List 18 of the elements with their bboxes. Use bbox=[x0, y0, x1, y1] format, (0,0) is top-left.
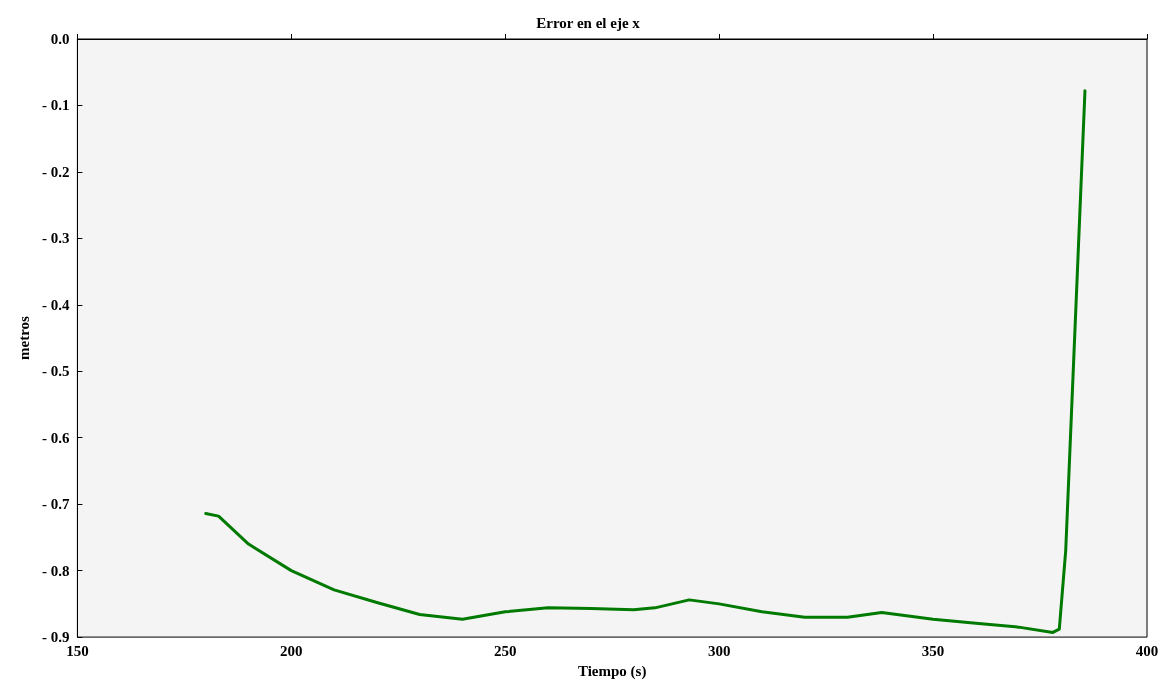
x-tick-label: 300 bbox=[707, 642, 731, 659]
x-axis-title: Tiempo (s) bbox=[577, 662, 647, 680]
y-tick-label: - 0.3 bbox=[41, 230, 70, 247]
chart-title: Error en el eje x bbox=[536, 14, 641, 31]
y-tick-label: - 0.1 bbox=[41, 97, 70, 114]
y-tick-label: - 0.2 bbox=[41, 163, 70, 180]
x-tick-label: 250 bbox=[493, 642, 517, 659]
y-tick-label: - 0.4 bbox=[41, 296, 70, 313]
x-tick-label: 400 bbox=[1135, 642, 1159, 659]
y-tick-label: - 0.8 bbox=[41, 562, 70, 579]
line-series bbox=[204, 89, 1087, 634]
x-tick-label: 200 bbox=[280, 642, 303, 659]
y-tick-label: 0.0 bbox=[50, 31, 70, 47]
x-tick-label: 350 bbox=[921, 642, 945, 659]
y-axis-title: metros bbox=[15, 315, 32, 360]
y-tick-label: - 0.5 bbox=[41, 363, 70, 380]
y-tick-label: - 0.7 bbox=[41, 496, 70, 513]
y-tick-label: - 0.6 bbox=[41, 429, 70, 446]
